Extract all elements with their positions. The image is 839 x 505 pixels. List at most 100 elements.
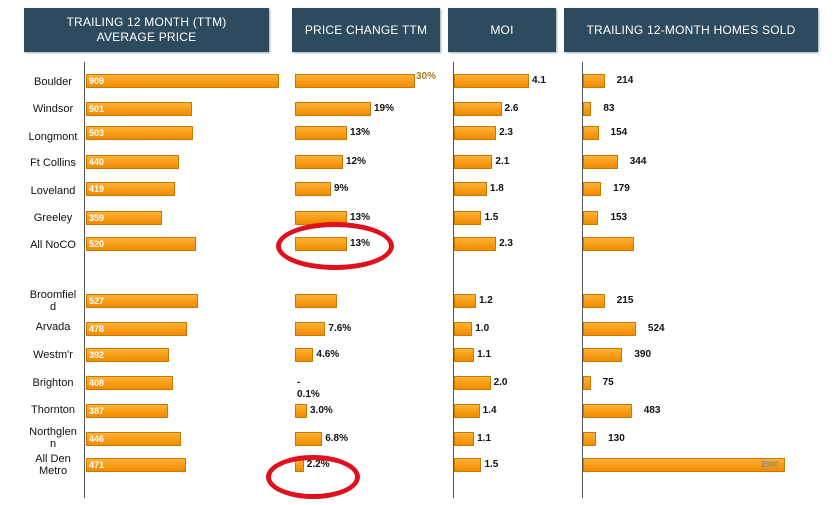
axis-line-homes-sold xyxy=(582,62,583,498)
bar-c0-thornton xyxy=(86,404,169,418)
header-avg-price-label: TRAILING 12 MONTH (TTM) AVERAGE PRICE xyxy=(66,15,227,44)
annotation-circle-all-noco xyxy=(276,222,394,270)
data-label-c3-northglenn: 130 xyxy=(608,433,625,444)
data-label-c0-all-den-metro: 471 xyxy=(89,460,105,470)
bar-c0-windsor xyxy=(86,102,193,116)
bar-c0-all-noco xyxy=(86,237,197,251)
data-label-c2-all-den-metro: 1.5 xyxy=(484,459,499,470)
bar-c2-brighton xyxy=(454,376,491,390)
bar-c0-arvada xyxy=(86,322,188,336)
annotation-circle-all-den-metro xyxy=(266,455,360,499)
bar-c3-all-noco-unlabeled xyxy=(583,237,634,251)
bar-c3-boulder xyxy=(583,74,605,88)
bar-c0-broomfield xyxy=(86,294,198,308)
header-moi: MOI xyxy=(448,8,556,52)
data-label-c3-longmont: 154 xyxy=(610,127,628,138)
data-label-c2-boulder: 4.1 xyxy=(532,75,546,86)
bar-c2-arvada xyxy=(454,322,473,336)
bar-c3-longmont xyxy=(583,126,599,140)
bar-c2-all-noco xyxy=(454,237,497,251)
data-label-c3-all-den-metro: 2000 xyxy=(761,460,779,469)
bar-c0-longmont xyxy=(86,126,193,140)
bar-c1-northglenn xyxy=(295,432,323,446)
bar-c3-windsor xyxy=(583,102,592,116)
bar-c2-longmont xyxy=(454,126,497,140)
bar-c3-northglenn xyxy=(583,432,597,446)
bar-c0-boulder xyxy=(86,74,279,88)
data-label-c3-arvada: 524 xyxy=(647,323,665,334)
row-label-boulder: Boulder xyxy=(34,76,72,88)
row-label-brighton: Brighton xyxy=(32,377,74,389)
header-homes-sold-label: TRAILING 12-MONTH HOMES SOLD xyxy=(586,22,796,37)
data-label-c0-northglenn: 446 xyxy=(89,434,105,444)
data-label-c2-loveland: 1.8 xyxy=(489,183,504,194)
data-label-c2-arvada: 1.0 xyxy=(475,323,490,334)
header-avg-price: TRAILING 12 MONTH (TTM) AVERAGE PRICE xyxy=(24,8,269,52)
bar-c1-ft-collins xyxy=(295,155,343,169)
data-label-c2-ft-collins: 2.1 xyxy=(495,156,510,167)
row-label-longmont: Longmont xyxy=(28,131,78,143)
bar-c2-northglenn xyxy=(454,432,475,446)
header-price-change-label: PRICE CHANGE TTM xyxy=(304,22,428,37)
bar-c0-westm-r xyxy=(86,348,170,362)
row-label-all-noco: All NoCO xyxy=(30,239,76,251)
bar-c3-broomfield xyxy=(583,294,605,308)
bar-c3-loveland xyxy=(583,182,602,196)
data-label-c2-westm-r: 1.1 xyxy=(477,349,492,360)
bar-c2-loveland xyxy=(454,182,487,196)
bar-c1-loveland xyxy=(295,182,331,196)
row-label-windsor: Windsor xyxy=(32,103,74,115)
data-label-c1-northglenn: 6.8% xyxy=(325,433,348,444)
bar-c3-ft-collins xyxy=(583,155,618,169)
bar-c3-thornton xyxy=(583,404,632,418)
bar-c1-thornton xyxy=(295,404,307,418)
bar-c1-boulder xyxy=(295,74,415,88)
data-label-c1-loveland: 9% xyxy=(334,183,349,194)
bar-c3-brighton xyxy=(583,376,591,390)
bar-c3-westm-r xyxy=(583,348,623,362)
bar-c0-greeley xyxy=(86,211,163,225)
bar-c2-windsor xyxy=(454,102,502,116)
bar-c3-arvada xyxy=(583,322,636,336)
axis-line-avg-price xyxy=(84,62,85,498)
data-label-c3-broomfield: 215 xyxy=(616,295,634,306)
data-label-c0-greeley: 359 xyxy=(89,213,105,223)
bar-c1-longmont xyxy=(295,126,347,140)
row-label-westmr: Westm'r xyxy=(33,349,73,361)
data-label-c1-longmont: 13% xyxy=(350,127,371,138)
bar-c0-loveland xyxy=(86,182,175,196)
bar-c1-westm-r xyxy=(295,348,314,362)
data-label-c2-thornton: 1.4 xyxy=(482,405,497,416)
row-label-thornton: Thornton xyxy=(30,404,76,416)
bar-c2-westm-r xyxy=(454,348,475,362)
bar-c2-all-den-metro xyxy=(454,458,482,472)
data-label-c0-brighton: 408 xyxy=(89,378,105,388)
data-label-c3-thornton: 483 xyxy=(643,405,661,416)
data-label-c3-loveland: 179 xyxy=(613,183,630,194)
data-label-c1-ft-collins: 12% xyxy=(346,156,367,167)
data-label-c1-westm-r: 4.6% xyxy=(316,349,340,360)
bar-c2-broomfield xyxy=(454,294,476,308)
data-label-c1-brighton: - 0.1% xyxy=(297,377,320,400)
data-label-c0-broomfield: 527 xyxy=(89,296,105,306)
header-price-change: PRICE CHANGE TTM xyxy=(292,8,440,52)
bar-c2-boulder xyxy=(454,74,529,88)
bar-c1-windsor xyxy=(295,102,371,116)
data-label-c2-broomfield: 1.2 xyxy=(478,295,493,306)
data-label-c1-boulder: 30% xyxy=(416,71,437,82)
data-label-c2-northglenn: 1.1 xyxy=(477,433,492,444)
bar-c0-ft-collins xyxy=(86,155,180,169)
bar-c3-all-den-metro xyxy=(583,458,785,472)
data-label-c2-longmont: 2.3 xyxy=(499,127,513,138)
data-label-c2-brighton: 2.0 xyxy=(493,377,508,388)
data-label-c2-all-noco: 2.3 xyxy=(499,238,513,249)
data-label-c1-thornton: 3.0% xyxy=(310,405,333,416)
bar-c0-brighton xyxy=(86,376,173,390)
bar-c2-ft-collins xyxy=(454,155,493,169)
data-label-c3-brighton: 75 xyxy=(602,377,614,388)
data-label-c0-arvada: 478 xyxy=(89,324,105,334)
data-label-c0-westm-r: 392 xyxy=(89,350,105,360)
data-label-c1-greeley: 13% xyxy=(350,212,371,223)
data-label-c3-ft-collins: 344 xyxy=(629,156,647,167)
data-label-c0-boulder: 909 xyxy=(89,76,105,86)
